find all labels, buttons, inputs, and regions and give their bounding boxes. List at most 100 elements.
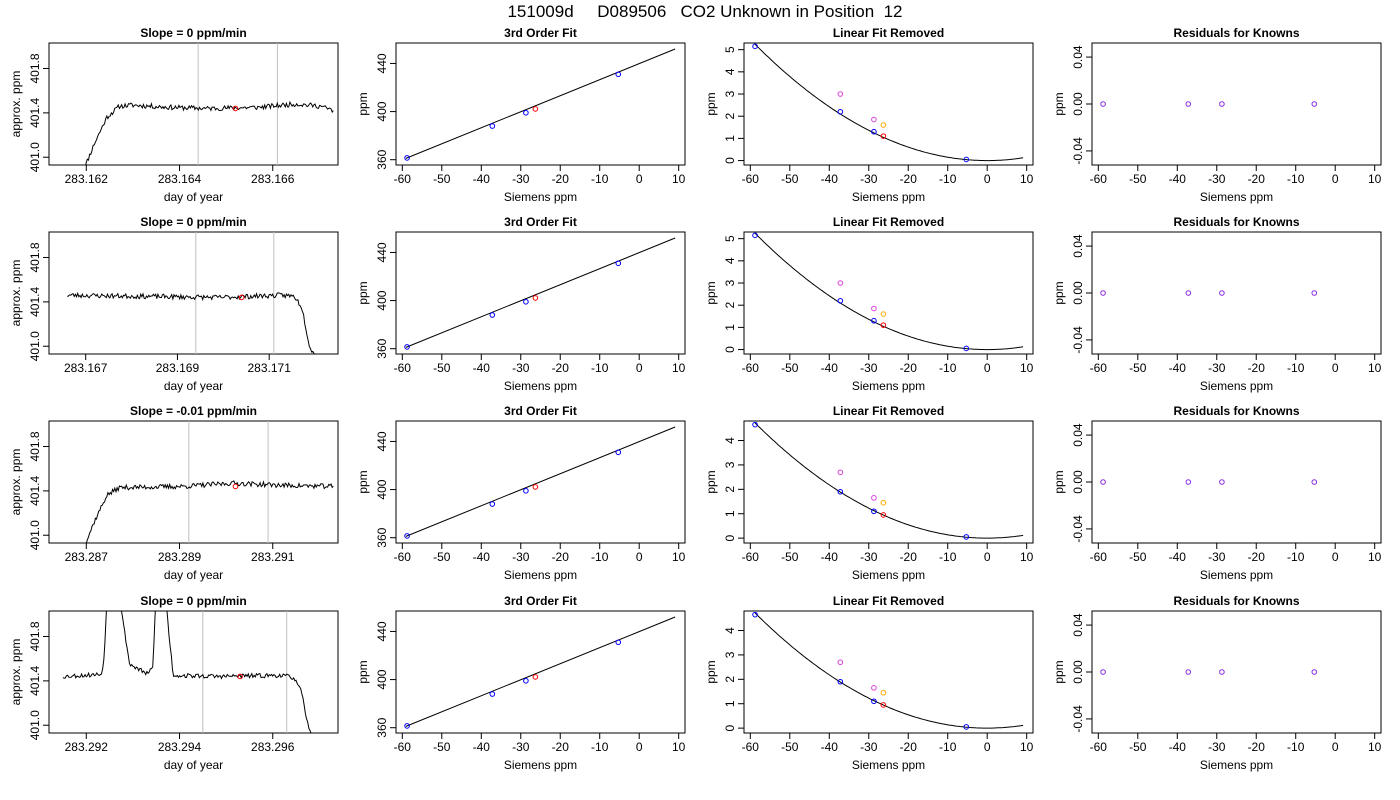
x-tick-label: -50 [781, 550, 799, 564]
unknown-marker [232, 483, 239, 490]
known-point [404, 344, 410, 350]
y-tick-label: 0.00 [1071, 470, 1085, 494]
x-tick-label: -40 [821, 172, 839, 186]
panel-title: Slope = 0 ppm/min [140, 26, 246, 40]
plot-frame [1091, 610, 1382, 734]
panel-r1-c4: Residuals for Knowns -60 -50 -40 -30 -20 -10 0 1… [1052, 26, 1382, 204]
x-tick-label: -40 [473, 172, 491, 186]
x-tick-label: 0 [636, 740, 643, 754]
y-axis-label: approx. ppm [9, 449, 23, 516]
magenta-point [871, 685, 877, 691]
x-tick-label: -30 [1208, 740, 1226, 754]
y-tick-label: 440 [375, 53, 389, 73]
x-tick-label: 10 [1020, 550, 1034, 564]
y-tick-label: 4 [723, 257, 737, 264]
y-tick-label: 360 [375, 717, 389, 737]
panel-title: Slope = 0 ppm/min [140, 215, 246, 229]
plot-frame [1091, 42, 1382, 166]
x-tick-label: -40 [821, 740, 839, 754]
fit-curve [754, 422, 1024, 539]
unknown-point [532, 295, 539, 301]
known-point [404, 533, 410, 539]
magenta-point [871, 116, 877, 123]
unknown-point [532, 674, 539, 680]
y-tick-label: 400 [375, 669, 389, 689]
plot-area [404, 616, 676, 729]
panel-title: Linear Fit Removed [833, 594, 944, 608]
y-tick-label: 401.0 [28, 331, 42, 361]
plot-area [752, 232, 1024, 352]
y-axis-label: ppm [1052, 470, 1066, 493]
plot-area [1100, 290, 1318, 296]
panel-title: Residuals for Knowns [1173, 26, 1299, 40]
y-tick-label: 401.0 [28, 142, 42, 172]
residual-point [1185, 290, 1192, 296]
x-tick-label: -30 [860, 740, 878, 754]
y-axis-label: ppm [356, 281, 370, 304]
panel-r2-c3: Linear Fit Removed -60 -50 -40 -30 -20 -10 0 10 0… [704, 215, 1034, 393]
x-tick-label: -40 [821, 361, 839, 375]
x-tick-label: -20 [900, 172, 918, 186]
x-tick-label: 10 [672, 550, 686, 564]
x-tick-label: -50 [433, 740, 451, 754]
concentration-trace [62, 611, 312, 733]
x-tick-label: -60 [742, 740, 760, 754]
x-tick-label: -30 [860, 550, 878, 564]
x-tick-label: -10 [939, 172, 957, 186]
y-tick-label: 400 [375, 479, 389, 499]
y-tick-label: 440 [375, 242, 389, 262]
x-tick-label: -20 [1248, 740, 1266, 754]
x-tick-label: -40 [1169, 361, 1187, 375]
y-tick-label: 401.8 [28, 242, 42, 272]
plot-frame [1091, 420, 1382, 544]
panel-title: Residuals for Knowns [1173, 404, 1299, 418]
y-tick-label: 0 [723, 534, 737, 541]
x-tick-label: -60 [742, 361, 760, 375]
x-tick-label: -20 [552, 740, 570, 754]
y-tick-label: 401.8 [28, 53, 42, 83]
x-tick-label: -60 [742, 550, 760, 564]
x-tick-label: -20 [900, 361, 918, 375]
x-tick-label: -50 [1129, 172, 1147, 186]
panel-r4-c1: Slope = 0 ppm/min 283.292 283.294 283.296 40… [9, 594, 339, 772]
x-tick-label: -40 [1169, 550, 1187, 564]
x-tick-label: -30 [1208, 361, 1226, 375]
x-tick-label: -60 [394, 361, 412, 375]
residual-point [1219, 479, 1225, 485]
x-tick-label: -30 [1208, 550, 1226, 564]
y-tick-label: 3 [723, 279, 737, 286]
y-tick-label: 400 [375, 290, 389, 310]
panel-title: Residuals for Knowns [1173, 594, 1299, 608]
plot-area [752, 611, 1024, 730]
known-point [523, 109, 529, 116]
y-tick-label: -0.04 [1071, 515, 1085, 543]
known-point [489, 501, 496, 507]
unknown-point [532, 484, 539, 490]
magenta-point [837, 91, 844, 97]
residual-point [1185, 479, 1192, 485]
x-tick-label: 0 [984, 361, 991, 375]
x-tick-label: -10 [591, 361, 609, 375]
x-tick-label: -10 [939, 361, 957, 375]
unknown-point [880, 702, 887, 708]
x-tick-label: 10 [672, 361, 686, 375]
x-tick-label: -40 [821, 550, 839, 564]
known-point [871, 128, 877, 135]
known-point [837, 678, 844, 685]
x-tick-label: -60 [1090, 172, 1108, 186]
known-point [963, 156, 970, 163]
y-tick-label: -0.04 [1071, 137, 1085, 165]
residual-point [1311, 290, 1318, 296]
residual-point [1311, 669, 1318, 675]
magenta-point [871, 305, 877, 312]
y-tick-label: -0.04 [1071, 705, 1085, 733]
y-axis-label: approx. ppm [9, 260, 23, 327]
panel-title: 3rd Order Fit [504, 26, 577, 40]
x-tick-label: -50 [1129, 361, 1147, 375]
plot-area [404, 426, 676, 539]
x-tick-label: -10 [1287, 361, 1305, 375]
x-tick-label: -60 [394, 740, 412, 754]
x-axis-label: day of year [164, 190, 223, 204]
x-tick-label: 283.294 [158, 740, 202, 754]
